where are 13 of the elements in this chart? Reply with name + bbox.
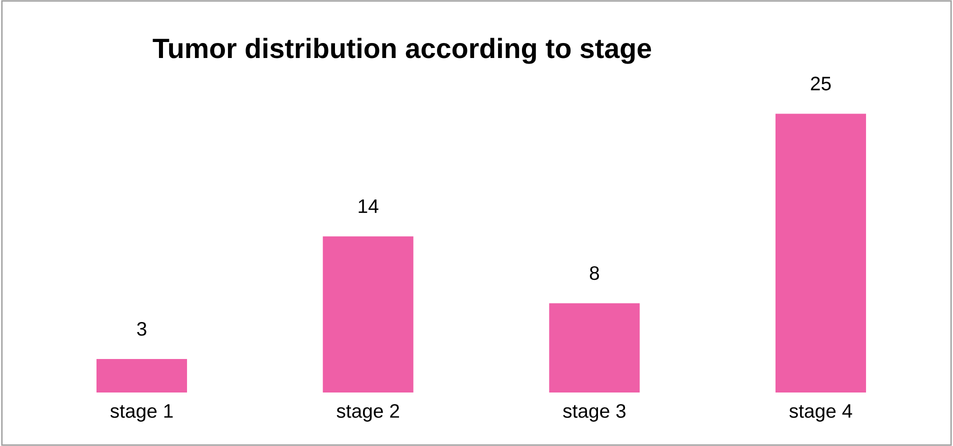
data-label: 8 — [590, 266, 599, 280]
x-tick-label: stage 4 — [789, 404, 852, 422]
data-label: 25 — [810, 76, 831, 90]
x-tick-label: stage 1 — [110, 404, 173, 422]
data-label: 14 — [358, 200, 378, 213]
bar — [322, 236, 414, 392]
bar — [549, 303, 640, 392]
chart-title: Tumor distribution according to stage — [152, 38, 652, 64]
bar — [96, 359, 188, 392]
data-label: 3 — [137, 322, 146, 336]
x-tick-label: stage 2 — [336, 404, 400, 422]
bar — [776, 114, 866, 392]
x-tick-label: stage 3 — [563, 404, 626, 422]
